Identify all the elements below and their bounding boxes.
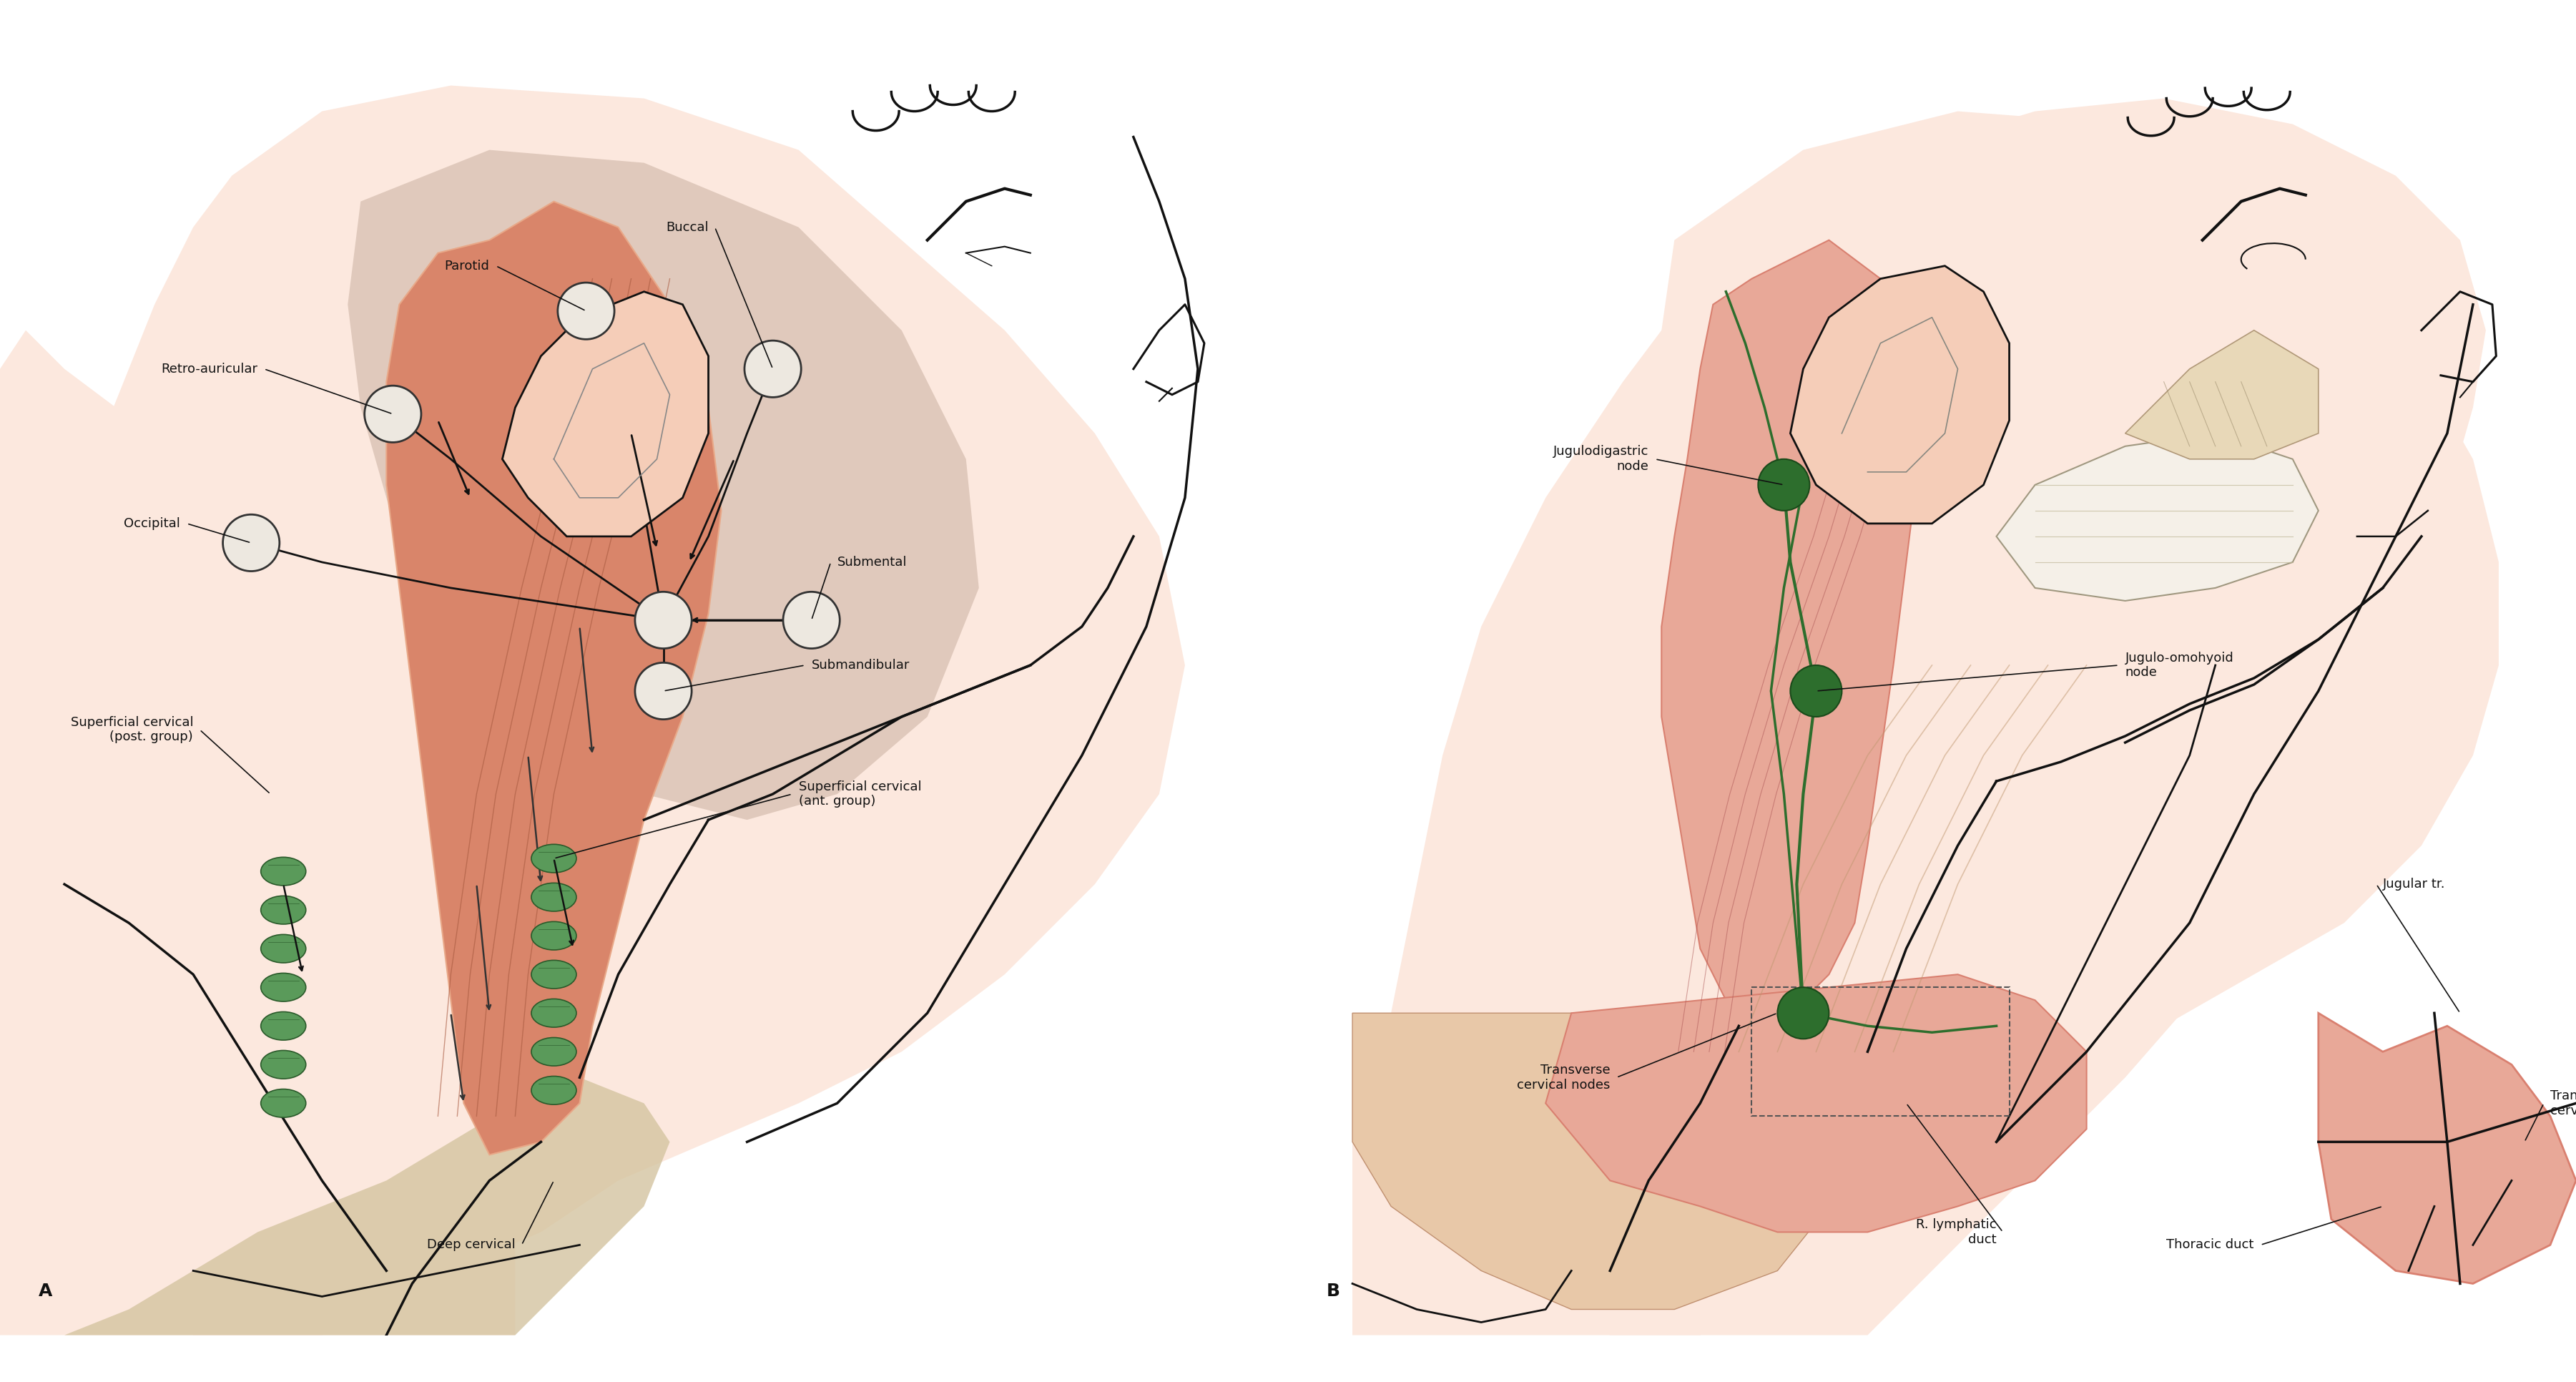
Circle shape [366,386,420,442]
Polygon shape [1546,974,2087,1233]
Polygon shape [2318,1013,2576,1284]
Ellipse shape [260,934,307,963]
Text: Superficial cervical
(ant. group): Superficial cervical (ant. group) [799,781,922,808]
Polygon shape [64,1078,670,1335]
Ellipse shape [260,1012,307,1041]
Text: A: A [39,1282,52,1300]
Circle shape [1790,665,1842,717]
Polygon shape [348,149,979,820]
Polygon shape [1662,240,1919,1025]
Circle shape [1777,987,1829,1039]
Circle shape [556,282,613,340]
Ellipse shape [531,960,577,988]
Ellipse shape [531,1077,577,1104]
Text: Parotid: Parotid [446,260,489,272]
Ellipse shape [531,883,577,911]
Circle shape [744,340,801,397]
Polygon shape [386,202,721,1155]
Text: Jugulodigastric
node: Jugulodigastric node [1553,445,1649,473]
Text: Deep cervical: Deep cervical [428,1238,515,1252]
Polygon shape [1352,1013,1829,1309]
Ellipse shape [531,922,577,949]
Polygon shape [1481,112,2499,1335]
Polygon shape [1790,265,2009,524]
Text: Transverse
cervical tr.: Transverse cervical tr. [2550,1089,2576,1117]
Text: Jugular tr.: Jugular tr. [2383,878,2445,890]
Text: R. lymphatic
duct: R. lymphatic duct [1917,1218,1996,1247]
Ellipse shape [260,896,307,925]
Text: Buccal: Buccal [665,221,708,234]
Text: Occipital: Occipital [124,517,180,529]
Bar [1752,987,2009,1117]
Text: Retro-auricular: Retro-auricular [162,362,258,376]
Polygon shape [2125,330,2318,459]
Circle shape [783,591,840,648]
Ellipse shape [531,1038,577,1066]
Ellipse shape [531,999,577,1027]
Polygon shape [502,292,708,536]
Circle shape [1757,459,1808,510]
Ellipse shape [260,857,307,886]
Text: Superficial cervical
(post. group): Superficial cervical (post. group) [70,716,193,744]
Polygon shape [26,86,1185,1335]
Ellipse shape [260,973,307,1002]
Ellipse shape [260,1050,307,1079]
Circle shape [636,591,690,648]
Text: Submandibular: Submandibular [811,659,909,672]
Text: Jugulo-omohyoid
node: Jugulo-omohyoid node [2125,651,2233,679]
Circle shape [224,514,281,571]
Text: Submental: Submental [837,556,907,568]
Polygon shape [1996,434,2318,601]
Text: Thoracic duct: Thoracic duct [2166,1238,2254,1252]
Ellipse shape [260,1089,307,1118]
Circle shape [636,662,690,720]
Text: B: B [1327,1282,1340,1300]
Text: Transverse
cervical nodes: Transverse cervical nodes [1517,1064,1610,1092]
Polygon shape [0,330,515,1335]
Ellipse shape [531,844,577,872]
Polygon shape [1352,98,2486,1335]
